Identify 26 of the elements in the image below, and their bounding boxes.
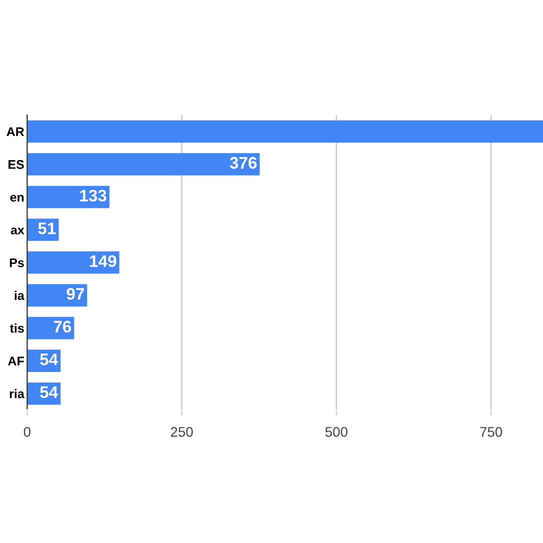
x-tick-label: 250 [170,427,193,437]
y-tick-label: en [10,194,24,202]
x-tick-label: 750 [480,427,502,437]
y-tick-label: AF [8,356,24,366]
x-tick-label: 500 [325,427,348,437]
y-tick-label: ES [8,160,24,169]
y-tick-label: Ps [10,258,24,268]
y-tick-label: ria [10,389,24,398]
bar [27,284,88,306]
data-label: 149 [90,255,116,268]
x-tick-label: 0 [24,427,30,437]
bar [27,153,260,176]
y-tick-label: ax [10,228,24,234]
data-label: 54 [40,354,58,366]
bar [27,251,120,274]
y-tick-label: tis [10,324,24,333]
data-label: 54 [40,386,58,398]
data-label: 376 [230,156,257,169]
data-label: 76 [54,320,72,333]
data-label: 97 [66,288,84,300]
data-label: 51 [38,222,56,234]
y-tick-label: ia [14,290,24,300]
y-tick-label: AR [6,127,24,136]
bar [27,120,543,143]
bar [27,186,110,208]
data-label: 133 [80,190,106,202]
